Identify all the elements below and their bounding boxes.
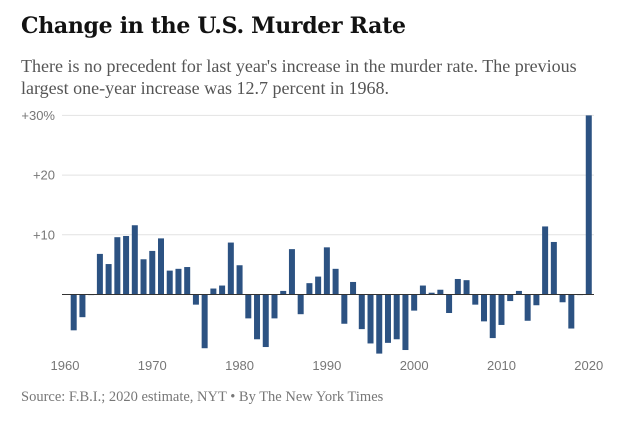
bar-1972 bbox=[166, 270, 173, 295]
bar-1995 bbox=[367, 294, 374, 344]
bar-1998 bbox=[393, 294, 400, 340]
bar-2001 bbox=[419, 285, 426, 295]
bar-1988 bbox=[306, 283, 313, 295]
bar-1966 bbox=[114, 237, 121, 295]
bar-2013 bbox=[524, 294, 531, 321]
bar-1964 bbox=[96, 253, 103, 295]
gridlines bbox=[62, 114, 594, 236]
bar-2017 bbox=[559, 294, 566, 303]
bar-1993 bbox=[350, 281, 357, 295]
bar-1969 bbox=[140, 259, 147, 295]
bar-1985 bbox=[280, 290, 287, 295]
bar-1980 bbox=[236, 265, 243, 295]
bar-2000 bbox=[411, 294, 418, 311]
x-tick-label: 1960 bbox=[51, 358, 80, 373]
bar-1979 bbox=[227, 242, 234, 295]
bar-2003 bbox=[437, 289, 444, 295]
bar-1962 bbox=[79, 294, 86, 318]
bar-1996 bbox=[376, 294, 383, 354]
bar-1974 bbox=[184, 267, 191, 295]
bar-1971 bbox=[158, 238, 164, 295]
bar-1976 bbox=[201, 294, 208, 349]
chart-subtitle: There is no precedent for last year's in… bbox=[21, 56, 577, 98]
bar-2006 bbox=[463, 280, 470, 295]
bar-1970 bbox=[149, 250, 156, 295]
bar-1989 bbox=[315, 276, 322, 295]
bars bbox=[70, 115, 592, 354]
bar-1987 bbox=[297, 294, 304, 315]
bar-1991 bbox=[332, 268, 339, 295]
bar-1981 bbox=[245, 294, 252, 319]
bar-1968 bbox=[131, 225, 138, 295]
bar-1983 bbox=[262, 294, 269, 348]
y-tick-label: +30% bbox=[21, 108, 55, 123]
bar-1992 bbox=[341, 294, 348, 324]
bar-2004 bbox=[446, 294, 453, 314]
bar-2005 bbox=[454, 278, 461, 295]
bar-1978 bbox=[219, 285, 226, 295]
bar-1997 bbox=[384, 294, 391, 343]
bar-1982 bbox=[254, 294, 261, 340]
bar-1961 bbox=[70, 294, 77, 331]
bar-1967 bbox=[123, 235, 130, 295]
bar-2007 bbox=[472, 294, 479, 305]
chart-title: Change in the U.S. Murder Rate bbox=[21, 13, 406, 39]
source-credit: Source: F.B.I.; 2020 estimate, NYT • By … bbox=[21, 389, 384, 405]
bar-1973 bbox=[175, 268, 182, 295]
x-tick-label: 1990 bbox=[312, 358, 341, 373]
bar-2020 bbox=[585, 115, 592, 295]
y-tick-label: +10 bbox=[33, 227, 55, 242]
x-tick-label: 2010 bbox=[487, 358, 516, 373]
bar-1994 bbox=[358, 294, 365, 330]
bar-1999 bbox=[402, 294, 409, 351]
bar-2010 bbox=[498, 294, 505, 325]
x-axis-ticks: 1960 1970 1980 1990 2000 2010 2020 bbox=[51, 358, 604, 373]
bar-2015 bbox=[542, 226, 549, 295]
bar-2012 bbox=[515, 290, 522, 295]
bar-1986 bbox=[288, 249, 295, 295]
y-axis-ticks: +30% +20 +10 bbox=[21, 108, 55, 242]
bar-2009 bbox=[489, 294, 496, 339]
bar-2002 bbox=[428, 292, 435, 295]
x-tick-label: 1980 bbox=[225, 358, 254, 373]
bar-2011 bbox=[507, 294, 514, 302]
y-tick-label: +20 bbox=[33, 168, 55, 183]
bar-1977 bbox=[210, 288, 217, 295]
bar-2016 bbox=[550, 241, 557, 295]
x-tick-label: 2000 bbox=[400, 358, 429, 373]
bar-1975 bbox=[192, 294, 199, 305]
bar-1990 bbox=[323, 247, 330, 295]
bar-1984 bbox=[271, 294, 278, 319]
x-tick-label: 1970 bbox=[138, 358, 167, 373]
bar-2014 bbox=[533, 294, 540, 306]
x-tick-label: 2020 bbox=[574, 358, 603, 373]
bar-1965 bbox=[105, 264, 112, 295]
bar-2008 bbox=[481, 294, 488, 322]
bar-2018 bbox=[568, 294, 575, 329]
